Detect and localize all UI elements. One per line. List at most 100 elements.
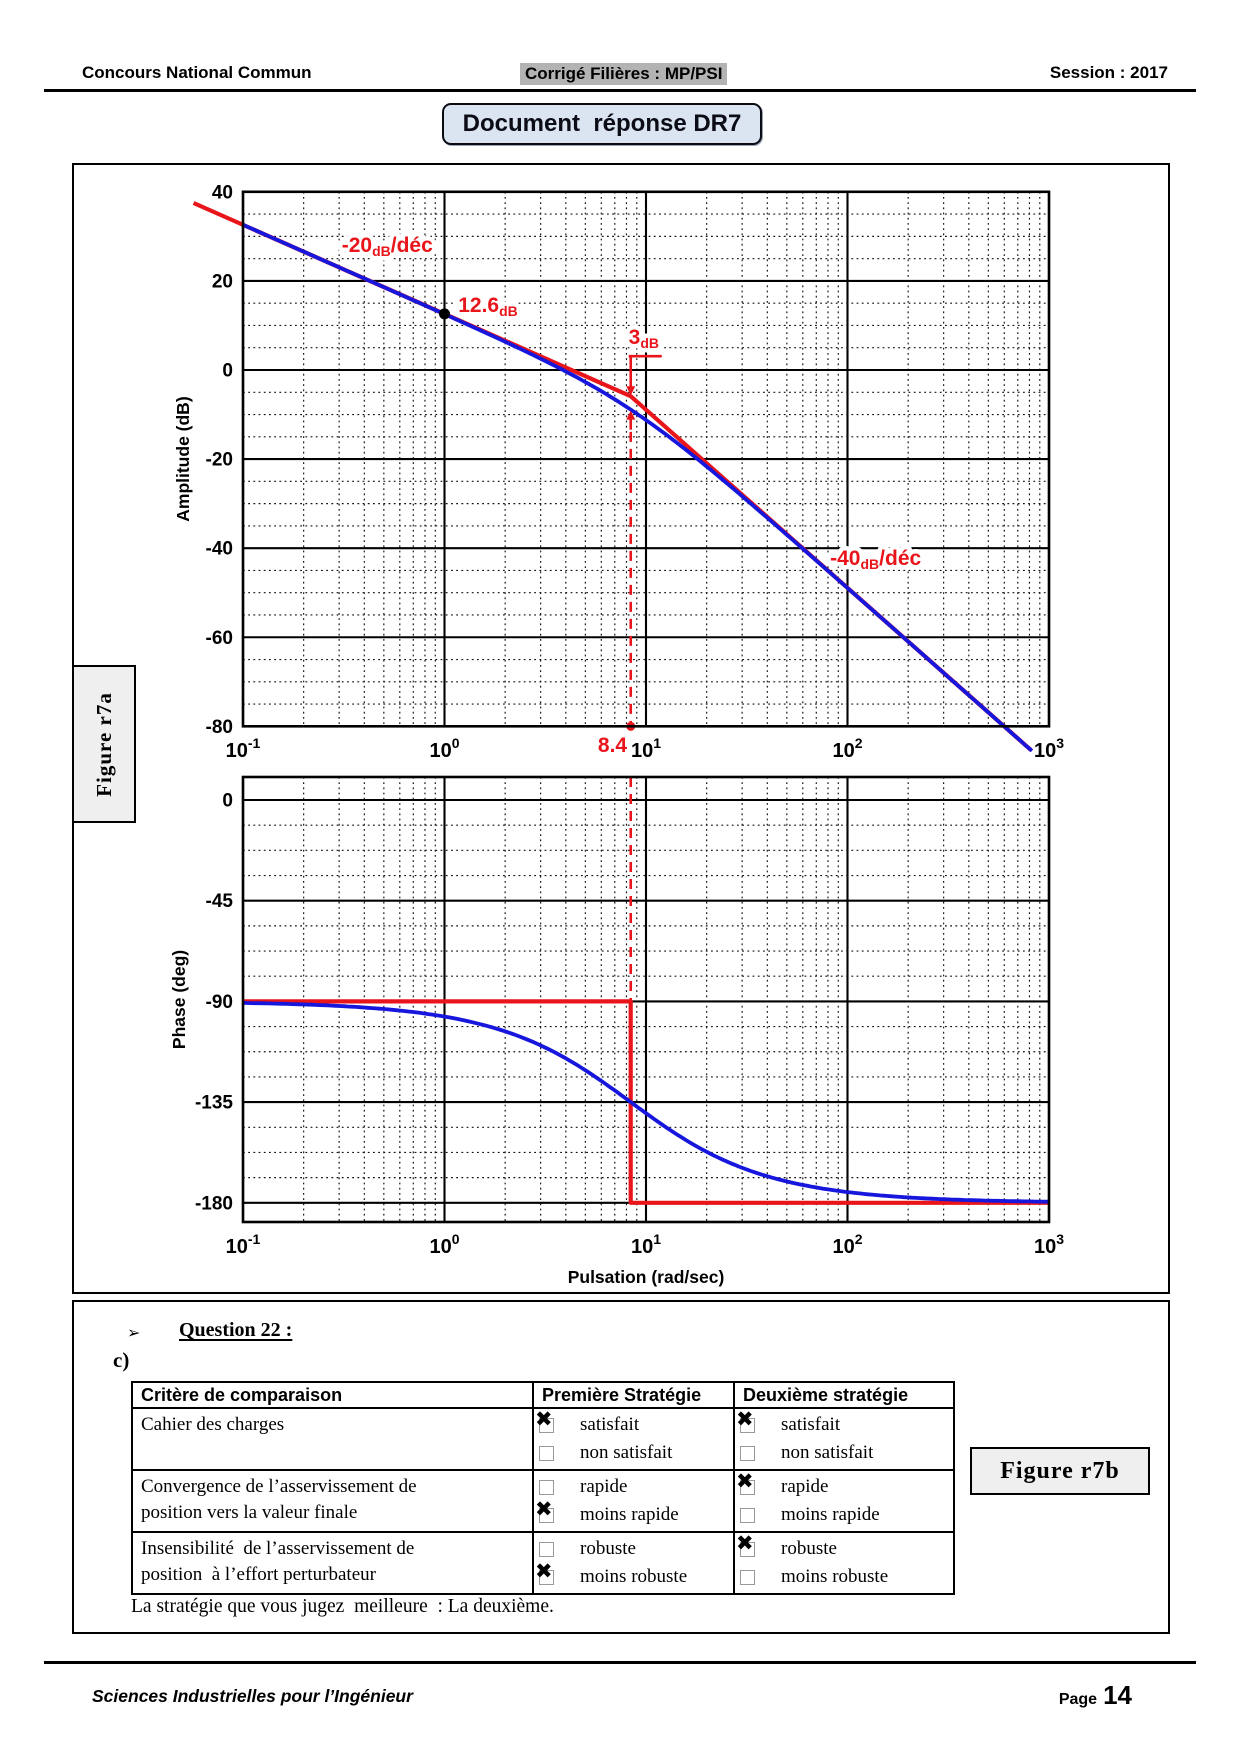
option-row: rapide bbox=[539, 1473, 733, 1501]
checkbox-empty-icon bbox=[539, 1445, 554, 1461]
header-left: Concours National Commun bbox=[82, 63, 312, 82]
annotation-slope-label: -20dB/déc bbox=[342, 234, 433, 259]
option-row: moins robuste bbox=[740, 1563, 953, 1591]
table-row: Convergence de l’asservissement de posit… bbox=[131, 1468, 955, 1533]
x-tick-label: 102 bbox=[832, 735, 862, 762]
checkbox-empty-icon bbox=[740, 1507, 755, 1523]
option-label: non satisfait bbox=[781, 1442, 874, 1463]
question-subitem: c) bbox=[113, 1348, 130, 1372]
x-tick-label: 10-1 bbox=[226, 1231, 261, 1258]
x-tick-label: 103 bbox=[1034, 735, 1064, 762]
x-tick-label: 100 bbox=[429, 1231, 459, 1258]
comparison-table: Critère de comparaison Première Stratégie… bbox=[131, 1381, 955, 1595]
x-tick-label: 100 bbox=[429, 735, 459, 762]
checkbox-empty-icon bbox=[740, 1569, 755, 1585]
question-title: Question 22 : bbox=[179, 1319, 293, 1341]
document-title: Document réponse DR7 bbox=[462, 110, 742, 137]
option-label: robuste bbox=[580, 1538, 636, 1559]
annotation-slope-label: -20dB/déc bbox=[342, 234, 433, 259]
option-row: ✖ satisfait bbox=[736, 1406, 953, 1439]
option-row: ✖ rapide bbox=[736, 1468, 953, 1501]
header-right: Session : 2017 bbox=[1049, 63, 1168, 82]
y-tick-label: 0 bbox=[222, 361, 233, 382]
figure-r7b-label: Figure r7b bbox=[1000, 1457, 1120, 1484]
x-axis-title: Pulsation (rad/sec) bbox=[568, 1267, 725, 1287]
figure-r7b-tag: Figure r7b bbox=[970, 1447, 1150, 1495]
x-tick-label: 103 bbox=[1034, 1231, 1064, 1258]
annotation-freq-label: 8.4 bbox=[598, 734, 628, 757]
table-header: Critère de comparaison bbox=[131, 1381, 534, 1409]
option-row: ✖ satisfait bbox=[535, 1406, 733, 1439]
annotation-slope-label: -40dB/déc bbox=[830, 547, 921, 572]
y-tick-label: -180 bbox=[195, 1193, 233, 1214]
y-tick-label: -20 bbox=[206, 450, 233, 471]
criterion-cell: Convergence de l’asservissement de posit… bbox=[131, 1469, 534, 1533]
checkbox-checked-icon: ✖ bbox=[736, 1468, 755, 1495]
table-header: Première Stratégie bbox=[532, 1381, 735, 1409]
footer-page-number: 14 bbox=[1103, 1680, 1132, 1710]
checkbox-checked-icon: ✖ bbox=[736, 1530, 755, 1557]
table-row: Cahier des charges ✖ satisfait non satisfai… bbox=[131, 1406, 955, 1471]
option-row: moins rapide bbox=[740, 1501, 953, 1529]
y-tick-label: 40 bbox=[212, 182, 233, 203]
annotation-gap-label: 3dB bbox=[629, 326, 659, 351]
option-label: non satisfait bbox=[580, 1442, 673, 1463]
option-label: satisfait bbox=[781, 1414, 841, 1435]
footer-page-label: Page bbox=[1058, 1691, 1098, 1708]
criterion-cell: Insensibilité de l’asservissement de pos… bbox=[131, 1531, 534, 1595]
option-label: moins robuste bbox=[580, 1566, 688, 1587]
y-axis-title: Amplitude (dB) bbox=[173, 396, 193, 521]
option-row: robuste bbox=[539, 1535, 733, 1563]
x-tick-label: 101 bbox=[631, 735, 661, 762]
option-label: satisfait bbox=[580, 1414, 640, 1435]
footer-left: Sciences Industrielles pour l’Ingénieur bbox=[92, 1686, 413, 1706]
x-tick-label: 10-1 bbox=[226, 735, 261, 762]
strategy-cell: ✖ satisfait non satisfait bbox=[532, 1406, 735, 1471]
option-label: moins rapide bbox=[580, 1504, 679, 1525]
checkbox-checked-icon: ✖ bbox=[736, 1406, 755, 1433]
y-tick-label: 20 bbox=[212, 271, 233, 292]
strategy-cell: ✖ robuste moins robuste bbox=[733, 1530, 955, 1595]
footer-rule bbox=[44, 1661, 1196, 1664]
bullet-arrow-icon: ➢ bbox=[127, 1325, 141, 1342]
x-tick-label: 101 bbox=[631, 1231, 661, 1258]
header-rule bbox=[44, 89, 1196, 92]
marker-dot bbox=[439, 308, 450, 320]
annotation-point-label: 12.6dB bbox=[458, 294, 518, 319]
checkbox-empty-icon bbox=[539, 1541, 554, 1557]
curve-asymptotic-gain bbox=[192, 201, 1033, 752]
question-frame bbox=[72, 1300, 1170, 1634]
strategy-cell: ✖ satisfait non satisfait bbox=[733, 1406, 955, 1471]
annotation-freq-label: 8.4 bbox=[598, 734, 628, 757]
option-row: ✖ robuste bbox=[736, 1530, 953, 1563]
option-label: rapide bbox=[781, 1476, 829, 1497]
checkbox-checked-icon: ✖ bbox=[535, 1558, 554, 1585]
figure-r7a-label: Figure r7a bbox=[91, 691, 116, 797]
figure-r7a-tag: Figure r7a bbox=[72, 665, 136, 823]
option-row: ✖ moins robuste bbox=[535, 1558, 733, 1591]
criterion-cell: Cahier des charges bbox=[131, 1407, 534, 1471]
strategy-cell: rapide ✖ moins rapide bbox=[532, 1469, 735, 1533]
x-tick-label: 102 bbox=[832, 1231, 862, 1258]
strategy-cell: ✖ rapide moins rapide bbox=[733, 1468, 955, 1533]
y-tick-label: 0 bbox=[222, 791, 233, 812]
option-label: moins robuste bbox=[781, 1566, 889, 1587]
strategy-cell: robuste ✖ moins robuste bbox=[532, 1531, 735, 1595]
option-row: non satisfait bbox=[539, 1439, 733, 1467]
phase-plot: 0 -45 -90 -135 -180 10-1 100 101 102 103 Phase (de… bbox=[169, 775, 1064, 1287]
option-row: ✖ moins rapide bbox=[535, 1496, 733, 1529]
y-tick-label: -135 bbox=[195, 1093, 233, 1114]
conclusion-text: La stratégie que vous jugez meilleure : … bbox=[131, 1596, 554, 1617]
checkbox-checked-icon: ✖ bbox=[535, 1496, 554, 1523]
annotation-slope-label: -40dB/déc bbox=[830, 547, 921, 572]
footer-page: Page 14 bbox=[1059, 1680, 1132, 1711]
curve-exact-phase bbox=[242, 1001, 1049, 1204]
header-center-highlight: Corrigé Filières : MP/PSI bbox=[520, 63, 728, 85]
y-tick-label: -40 bbox=[206, 539, 233, 560]
checkbox-checked-icon: ✖ bbox=[535, 1406, 554, 1433]
option-label: robuste bbox=[781, 1538, 837, 1559]
checkbox-empty-icon bbox=[539, 1479, 554, 1495]
